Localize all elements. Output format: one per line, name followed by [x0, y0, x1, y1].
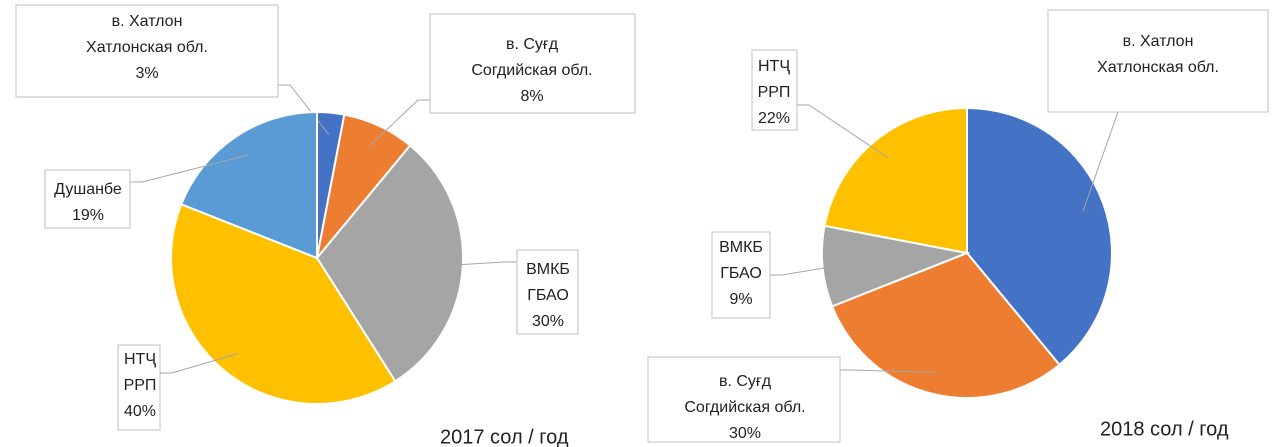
- data-label-name: Хатлонская обл.: [1097, 59, 1219, 76]
- pie-slice: [170, 202, 397, 405]
- label-box: [711, 231, 771, 319]
- label-box: [1047, 9, 1269, 113]
- data-label-name: ВМКБ: [719, 239, 763, 256]
- leader-line: [160, 353, 239, 374]
- chart-caption: 2018 сол / год: [1100, 418, 1229, 440]
- data-label-value: 40%: [124, 403, 156, 420]
- data-label-value: 8%: [520, 88, 543, 105]
- data-label-name: Хатлонская обл.: [86, 39, 208, 56]
- leader-line: [440, 261, 517, 267]
- leader-line: [369, 99, 430, 147]
- data-label-value: 9%: [729, 291, 752, 308]
- data-label-name: РРП: [124, 377, 157, 394]
- pie-slice: [179, 110, 318, 260]
- data-label-name: в. Суғд: [719, 373, 772, 390]
- chart-caption: 2017 сол / год: [440, 426, 569, 447]
- data-label-name: РРП: [758, 84, 791, 101]
- data-label-name: НТҶ: [124, 351, 156, 368]
- data-label-name: Согдийская обл.: [471, 62, 592, 79]
- label-box: [751, 49, 798, 131]
- leader-line: [797, 104, 889, 159]
- pie-slice: [823, 106, 968, 255]
- data-label-name: ВМКБ: [526, 261, 570, 278]
- data-label-name: в. Хатлон: [112, 13, 183, 30]
- label-box: [429, 13, 636, 114]
- data-label-name: Душанбе: [54, 181, 122, 198]
- data-label-value: 19%: [72, 207, 104, 224]
- label-box: [117, 344, 161, 431]
- data-label-value: 30%: [729, 425, 761, 442]
- data-label-value: 3%: [135, 65, 158, 82]
- label-box: [647, 356, 841, 443]
- leader-line: [840, 369, 937, 373]
- label-box: [15, 4, 279, 98]
- pie-slice: [830, 251, 1061, 399]
- data-label-name: в. Суғд: [506, 36, 559, 53]
- data-label-name: Согдийская обл.: [684, 399, 805, 416]
- leader-line: [130, 154, 248, 183]
- pie-slice: [966, 106, 1114, 367]
- label-box: [44, 169, 131, 229]
- data-label-name: НТҶ: [758, 58, 790, 75]
- data-label-value: 22%: [758, 110, 790, 127]
- data-label-name: ГБАО: [720, 265, 762, 282]
- leader-line: [770, 264, 845, 276]
- pie-slice: [821, 224, 971, 308]
- label-box: [516, 249, 579, 335]
- data-label-value: 30%: [532, 313, 564, 330]
- pie-slice: [315, 144, 464, 383]
- data-label-name: в. Хатлон: [1123, 33, 1194, 50]
- data-label-name: ГБАО: [527, 287, 569, 304]
